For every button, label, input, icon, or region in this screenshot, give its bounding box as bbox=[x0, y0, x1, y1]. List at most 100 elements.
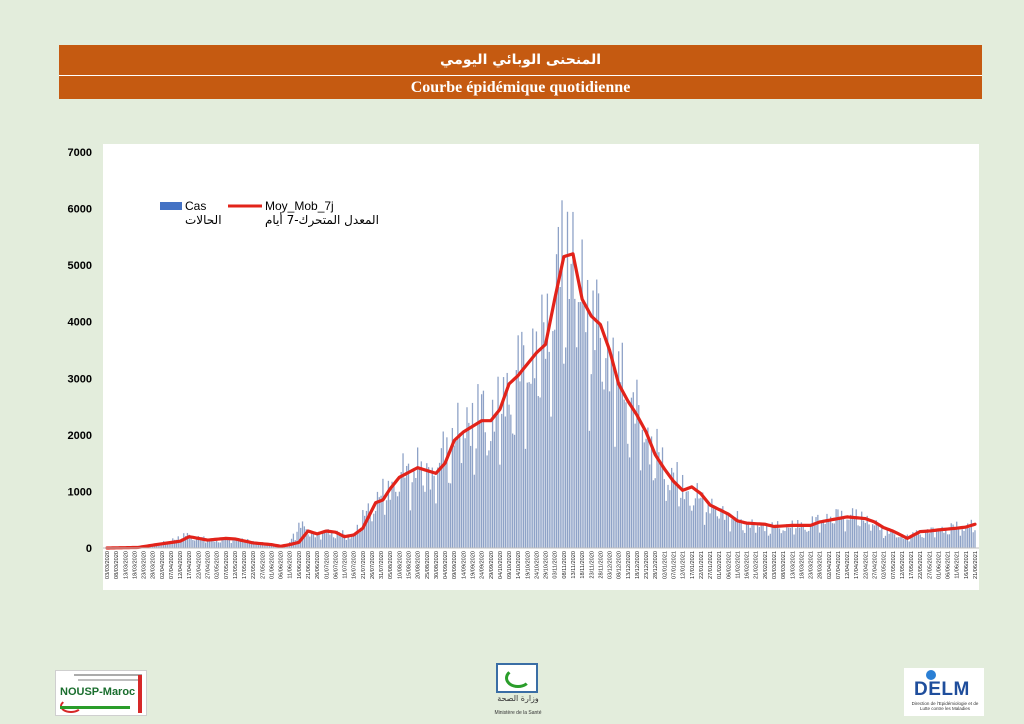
bar bbox=[639, 470, 642, 548]
bar bbox=[650, 436, 653, 548]
x-tick-label: 29/09/2020 bbox=[489, 551, 495, 579]
bar bbox=[318, 532, 320, 548]
bar bbox=[254, 543, 256, 548]
bar bbox=[585, 332, 587, 548]
bar bbox=[358, 532, 360, 548]
bar bbox=[780, 533, 782, 548]
bar bbox=[212, 538, 214, 548]
bar bbox=[499, 464, 501, 548]
bar bbox=[787, 527, 790, 548]
bar bbox=[815, 517, 817, 548]
bar bbox=[334, 538, 337, 548]
bar bbox=[510, 414, 512, 548]
bar bbox=[702, 492, 704, 548]
x-tick-label: 11/07/2020 bbox=[343, 551, 349, 579]
bar bbox=[618, 351, 620, 548]
x-tick-label: 02/01/2021 bbox=[662, 551, 668, 579]
bar bbox=[742, 530, 744, 548]
x-tick-label: 23/03/2020 bbox=[142, 551, 148, 579]
bar bbox=[734, 517, 737, 548]
bar bbox=[241, 538, 243, 548]
bar bbox=[667, 484, 669, 548]
bar bbox=[395, 491, 397, 548]
bar bbox=[707, 503, 709, 548]
bar bbox=[446, 437, 448, 548]
bar bbox=[623, 399, 625, 548]
bar bbox=[186, 532, 189, 548]
delm-logo: DELM Direction de l'Epidémiologie et de … bbox=[904, 668, 984, 716]
bar bbox=[882, 538, 885, 548]
bar bbox=[819, 532, 821, 548]
bar bbox=[826, 513, 828, 548]
bar bbox=[676, 462, 678, 548]
bar bbox=[563, 363, 565, 548]
bar bbox=[861, 511, 863, 548]
y-tick-label: 4000 bbox=[68, 317, 92, 329]
y-tick-label: 3000 bbox=[68, 373, 92, 385]
bar bbox=[374, 510, 377, 548]
bar bbox=[771, 522, 773, 548]
x-tick-label: 17/04/2020 bbox=[187, 551, 193, 579]
bar bbox=[601, 381, 603, 548]
bar bbox=[749, 527, 751, 548]
bar bbox=[490, 441, 492, 548]
x-tick-label: 01/06/2021 bbox=[936, 551, 942, 579]
bar bbox=[773, 527, 775, 548]
x-tick-label: 01/06/2020 bbox=[269, 551, 275, 579]
bar bbox=[153, 545, 156, 548]
bar bbox=[228, 538, 231, 548]
x-tick-label: 03/12/2020 bbox=[608, 551, 614, 579]
bar bbox=[786, 524, 788, 548]
x-tick-label: 12/05/2020 bbox=[233, 551, 239, 579]
bar bbox=[491, 399, 494, 548]
x-tick-label: 11/06/2020 bbox=[288, 551, 294, 579]
bar bbox=[956, 521, 958, 548]
bar bbox=[502, 377, 505, 548]
bar bbox=[389, 499, 391, 548]
bar bbox=[453, 445, 455, 548]
bar bbox=[733, 516, 735, 548]
bar bbox=[173, 539, 176, 548]
bar bbox=[325, 532, 327, 548]
bar bbox=[603, 389, 605, 548]
bar bbox=[164, 542, 167, 548]
bar bbox=[970, 519, 972, 548]
bar bbox=[636, 379, 638, 548]
x-tick-label: 22/04/2020 bbox=[196, 551, 202, 579]
legend-bar-label-ar: الحالات bbox=[185, 213, 222, 227]
x-tick-label: 20/08/2020 bbox=[416, 551, 422, 579]
bar bbox=[497, 376, 499, 548]
bar bbox=[561, 200, 563, 549]
bar bbox=[206, 539, 209, 548]
x-tick-label: 24/09/2020 bbox=[480, 551, 486, 579]
legend-line-label: Moy_Mob_7j bbox=[265, 199, 334, 213]
bar bbox=[923, 537, 925, 548]
bar bbox=[903, 538, 905, 548]
bar bbox=[628, 457, 631, 548]
bar bbox=[360, 527, 362, 548]
x-tick-label: 26/07/2020 bbox=[370, 551, 376, 579]
bar bbox=[901, 534, 903, 548]
bar bbox=[963, 530, 965, 548]
bar bbox=[501, 413, 503, 548]
bar bbox=[946, 534, 949, 548]
bar bbox=[857, 525, 859, 548]
title-arabic: المنحنى الوبائي اليومي bbox=[59, 45, 982, 75]
x-tick-label: 21/06/2020 bbox=[306, 551, 312, 579]
bar bbox=[691, 510, 693, 548]
bar bbox=[424, 491, 426, 548]
bar bbox=[237, 538, 240, 548]
bar bbox=[917, 533, 919, 548]
x-tick-label: 08/11/2020 bbox=[562, 551, 568, 579]
bar bbox=[572, 211, 574, 549]
bar bbox=[332, 537, 335, 548]
bar bbox=[725, 512, 728, 548]
bar bbox=[829, 516, 832, 548]
bar bbox=[625, 402, 627, 548]
bar bbox=[380, 495, 382, 548]
bar bbox=[597, 293, 600, 548]
bar bbox=[822, 519, 824, 548]
x-tick-label: 06/06/2020 bbox=[279, 551, 285, 579]
bar bbox=[402, 453, 404, 548]
bar bbox=[835, 509, 837, 548]
